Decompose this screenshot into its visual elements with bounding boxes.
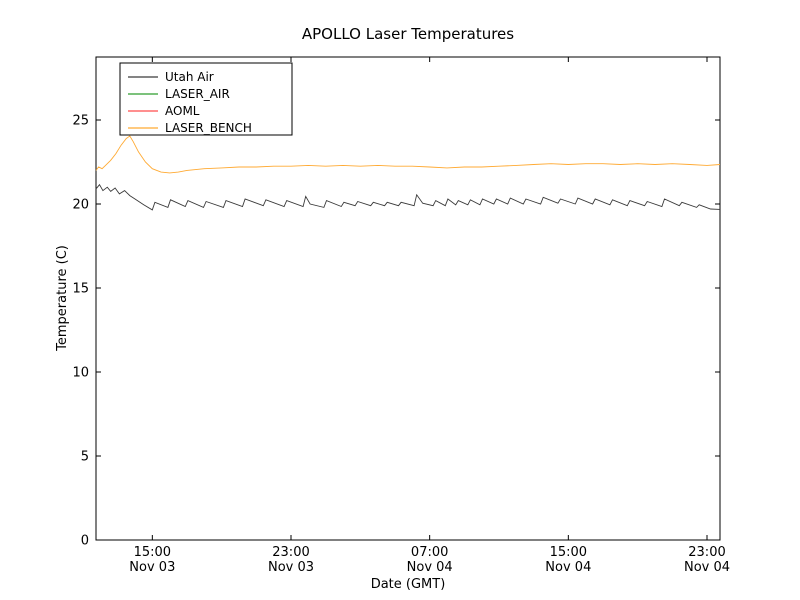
chart-title: APOLLO Laser Temperatures bbox=[302, 25, 514, 43]
x-tick-label-time: 23:00 bbox=[272, 545, 309, 560]
y-tick-label: 20 bbox=[72, 198, 89, 213]
y-tick-label: 0 bbox=[81, 534, 89, 549]
y-tick-label: 5 bbox=[81, 450, 89, 465]
series-line-utah-air bbox=[95, 183, 721, 211]
x-tick-label-date: Nov 03 bbox=[268, 560, 314, 575]
y-tick-label: 15 bbox=[72, 282, 89, 297]
x-axis-label: Date (GMT) bbox=[371, 577, 446, 592]
series-line-laser-bench bbox=[95, 135, 721, 174]
y-axis-label: Temperature (C) bbox=[55, 245, 70, 352]
y-tick-label: 10 bbox=[72, 366, 89, 381]
series-layer bbox=[95, 135, 721, 211]
legend-label-laser-bench: LASER_BENCH bbox=[165, 121, 252, 135]
x-tick-label-time: 15:00 bbox=[134, 545, 171, 560]
legend-label-utah-air: Utah Air bbox=[165, 70, 214, 84]
x-tick-label-date: Nov 04 bbox=[545, 560, 591, 575]
x-tick-label-time: 23:00 bbox=[688, 545, 725, 560]
y-tick-label: 25 bbox=[72, 114, 89, 129]
legend-label-laser-air: LASER_AIR bbox=[165, 87, 230, 101]
x-tick-label-time: 15:00 bbox=[550, 545, 587, 560]
x-tick-label-time: 07:00 bbox=[411, 545, 448, 560]
legend-label-aoml: AOML bbox=[165, 104, 200, 118]
x-tick-label-date: Nov 04 bbox=[407, 560, 453, 575]
axes-frame bbox=[95, 56, 721, 541]
x-tick-label-date: Nov 04 bbox=[684, 560, 730, 575]
legend: Utah Air LASER_AIR AOML LASER_BENCH bbox=[119, 62, 293, 136]
legend-box bbox=[119, 62, 293, 136]
x-tick-label-date: Nov 03 bbox=[129, 560, 175, 575]
